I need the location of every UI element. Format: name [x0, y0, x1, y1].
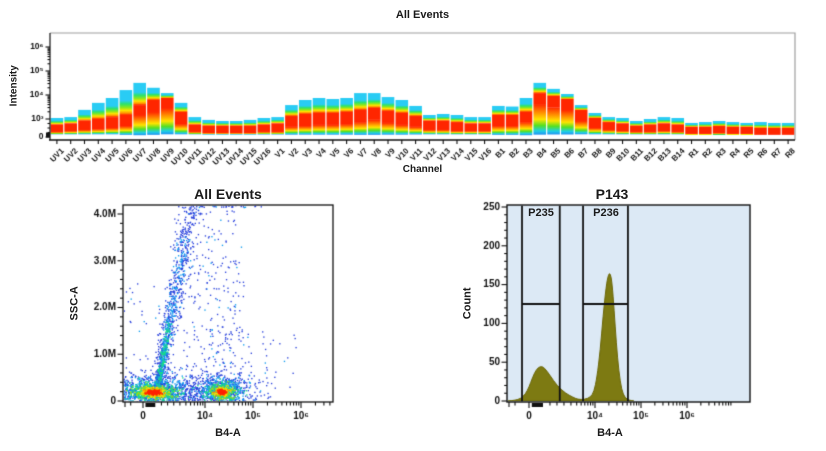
- spectral-y-axis-label: Intensity: [8, 65, 20, 107]
- spectral-x-axis-label: Channel: [402, 164, 443, 175]
- histogram-y-axis-label: Count: [461, 287, 474, 320]
- histogram-plot-canvas: [420, 185, 826, 451]
- scatter-y-axis-label: SSC-A: [68, 286, 81, 321]
- spectral-plot-canvas: [0, 0, 826, 185]
- gate-label-p236[interactable]: P236: [593, 207, 619, 219]
- histogram-plot-title: P143: [595, 186, 629, 202]
- gate-label-p235[interactable]: P235: [528, 207, 554, 219]
- scatter-x-axis-label: B4-A: [215, 427, 241, 439]
- histogram-x-axis-label: B4-A: [597, 427, 623, 439]
- scatter-plot-title: All Events: [194, 186, 262, 202]
- scatter-plot-canvas: [0, 185, 420, 451]
- spectral-plot-title: All Events: [395, 9, 450, 21]
